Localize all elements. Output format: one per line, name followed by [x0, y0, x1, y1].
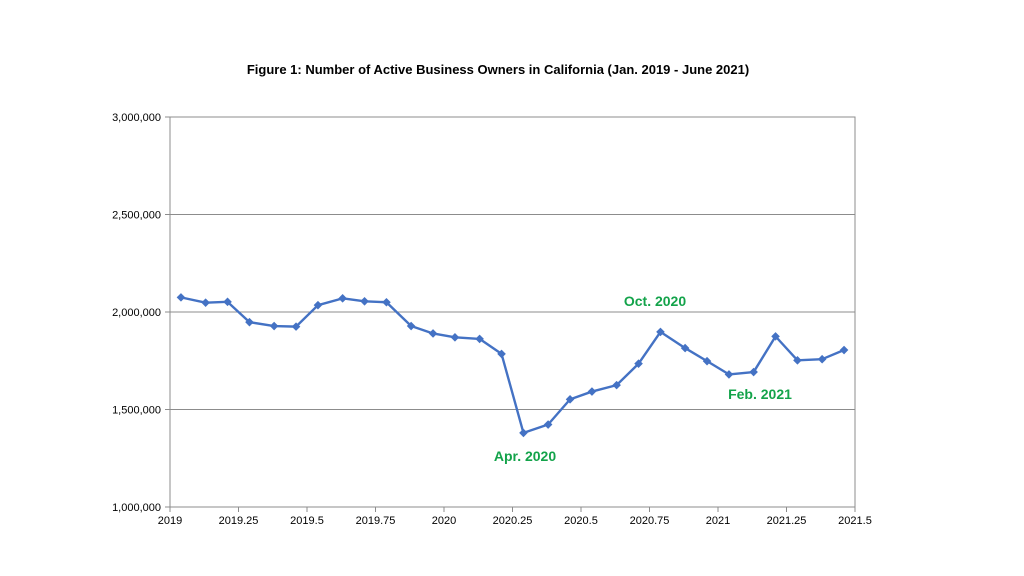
y-tick-label: 2,000,000 [112, 307, 161, 319]
annotation-label: Feb. 2021 [728, 386, 792, 402]
data-point-marker [313, 300, 323, 310]
x-tick-label: 2020.5 [564, 515, 598, 527]
data-point-marker [201, 298, 210, 307]
data-point-marker [497, 349, 506, 359]
data-point-marker [543, 420, 553, 429]
x-tick-label: 2020 [432, 515, 456, 527]
x-tick-label: 2019.25 [219, 515, 259, 527]
x-tick-label: 2019 [158, 515, 182, 527]
data-point-marker [565, 395, 575, 404]
data-point-marker [269, 321, 279, 331]
x-tick-label: 2020.25 [493, 515, 533, 527]
data-point-marker [702, 356, 712, 366]
data-point-marker [749, 367, 758, 377]
x-tick-label: 2021.25 [767, 515, 807, 527]
data-point-marker [771, 332, 780, 341]
x-axis: 2019 2019.25 2019.5 2019.75 2020 2020.25 2020.… [158, 507, 872, 527]
data-point-marker [475, 334, 484, 344]
series-layer [176, 293, 849, 438]
x-tick-label: 2021.5 [838, 515, 872, 527]
data-point-marker [656, 327, 665, 337]
x-tick-label: 2020.75 [630, 515, 670, 527]
annotation-label: Apr. 2020 [494, 448, 556, 464]
series-line [180, 296, 845, 435]
data-point-marker [360, 296, 369, 306]
annotation-label: Oct. 2020 [624, 293, 686, 309]
data-point-marker [450, 333, 460, 342]
data-point-marker [793, 356, 802, 365]
y-axis: 1,000,000 1,500,000 2,000,000 2,500,000 3,00… [112, 112, 170, 514]
data-point-marker [338, 294, 347, 303]
y-tick-label: 3,000,000 [112, 112, 161, 124]
annotations: Apr. 2020 Oct. 2020 Feb. 2021 [494, 293, 792, 464]
data-point-marker [382, 297, 391, 307]
y-tick-label: 1,000,000 [112, 502, 161, 514]
y-tick-label: 1,500,000 [112, 405, 161, 417]
data-point-marker [817, 354, 827, 364]
data-point-marker [519, 428, 528, 438]
data-point-marker [587, 387, 597, 396]
x-tick-label: 2019.75 [356, 515, 396, 527]
data-point-marker [176, 293, 186, 302]
data-point-marker [245, 317, 254, 327]
data-point-marker [680, 343, 690, 353]
x-tick-label: 2019.5 [290, 515, 324, 527]
x-tick-label: 2021 [706, 515, 730, 527]
data-point-marker [223, 297, 232, 307]
data-point-marker [634, 359, 643, 368]
data-point-marker [724, 370, 734, 379]
data-point-marker [428, 329, 438, 338]
y-tick-label: 2,500,000 [112, 210, 161, 222]
chart-title: Figure 1: Number of Active Business Owne… [246, 62, 750, 77]
data-point-marker [291, 322, 301, 331]
data-point-marker [839, 345, 849, 355]
data-point-marker [406, 321, 416, 331]
data-point-marker [612, 380, 621, 390]
